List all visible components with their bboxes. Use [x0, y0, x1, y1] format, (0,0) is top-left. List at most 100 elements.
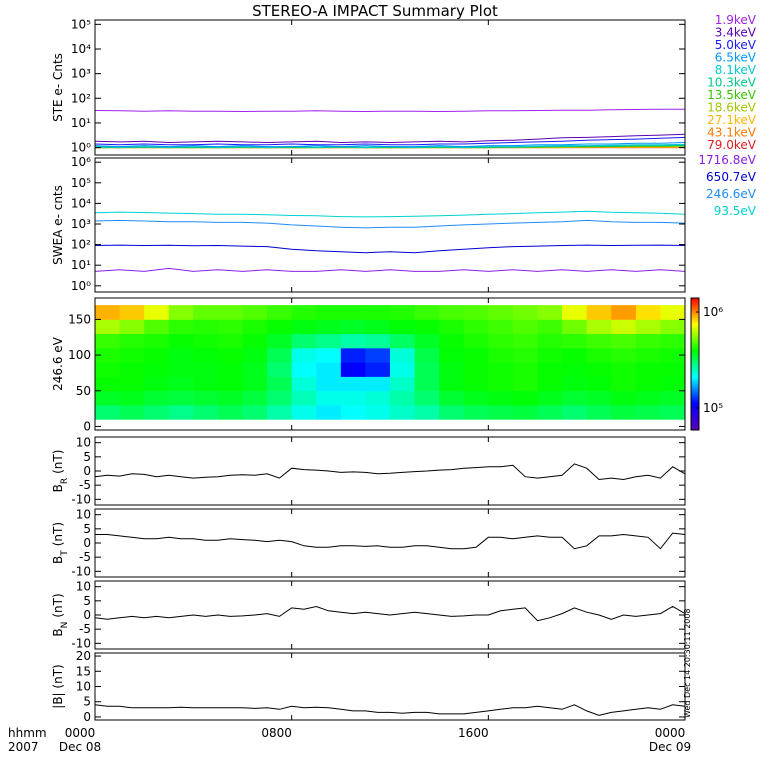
heat-cell — [340, 390, 366, 406]
heat-cell — [316, 390, 342, 406]
heat-cell — [316, 305, 342, 320]
chart-title: STEREO-A IMPACT Summary Plot — [252, 2, 498, 20]
heat-cell — [562, 305, 588, 320]
heat-cell — [144, 333, 170, 349]
heat-cell — [217, 390, 243, 406]
heat-cell — [562, 333, 588, 349]
y-tick-label: 10 — [76, 436, 91, 450]
x-date-label: Dec 09 — [649, 740, 691, 754]
y-tick-label: 10¹ — [71, 116, 91, 130]
heat-cell — [512, 319, 538, 335]
heat-cell — [562, 405, 588, 420]
legend-entry: 79.0keV — [707, 138, 757, 152]
heat-cell — [611, 405, 637, 420]
heat-cell — [635, 333, 661, 349]
heat-cell — [488, 362, 514, 377]
heat-cell — [537, 376, 563, 392]
heat-cell — [439, 390, 465, 406]
heat-cell — [463, 333, 489, 349]
heat-cell — [562, 362, 588, 377]
heat-cell — [242, 333, 268, 349]
legend-entry: 6.5keV — [715, 51, 757, 65]
y-axis-label: BR (nT) — [51, 450, 70, 493]
heat-cell — [168, 319, 194, 335]
data-line — [95, 142, 685, 148]
y-tick-label: -5 — [79, 622, 91, 636]
heat-cell — [217, 362, 243, 377]
timestamp: Wed Dec 14 20:30:11 2008 — [683, 608, 692, 718]
heat-cell — [267, 390, 293, 406]
heat-cell — [660, 362, 685, 377]
colorbar — [690, 297, 700, 431]
heat-cell — [611, 305, 637, 320]
y-tick-label: -10 — [71, 564, 91, 578]
heat-cell — [586, 376, 612, 392]
heat-cell — [119, 376, 145, 392]
legend-entry: 5.0keV — [715, 38, 757, 52]
heat-cell — [414, 405, 440, 420]
heat-cell — [95, 333, 120, 349]
heat-cell — [586, 305, 612, 320]
heat-cell — [660, 305, 685, 320]
heat-cell — [291, 347, 317, 363]
y-tick-label: 10 — [76, 508, 91, 522]
data-line — [95, 267, 685, 272]
heat-cell — [660, 333, 685, 349]
y-tick-label: 10³ — [71, 67, 91, 81]
y-tick-label: 10¹ — [71, 258, 91, 272]
heat-cell — [635, 390, 661, 406]
heat-cell — [95, 319, 120, 335]
heat-cell — [365, 376, 391, 392]
heat-cell — [365, 390, 391, 406]
heat-cell — [390, 319, 415, 335]
y-axis-label-text: |B| (nT) — [51, 664, 65, 708]
heat-cell — [488, 390, 514, 406]
heat-cell — [95, 362, 120, 377]
heat-cell — [267, 333, 293, 349]
heat-cell — [463, 405, 489, 420]
y-axis-label-text: STE e- Cnts — [51, 53, 65, 122]
y-tick-label: 20 — [76, 649, 91, 663]
heat-cell — [660, 376, 685, 392]
heat-cell — [119, 305, 145, 320]
heat-cell — [414, 347, 440, 363]
y-axis-label: |B| (nT) — [51, 664, 65, 708]
data-line — [95, 136, 685, 146]
heat-cell — [193, 362, 219, 377]
heat-cell — [168, 333, 194, 349]
heat-cell — [193, 319, 219, 335]
y-tick-label: 10⁴ — [71, 196, 91, 210]
y-tick-label: -10 — [71, 492, 91, 506]
legend-entry: 43.1keV — [707, 126, 757, 140]
heat-cell — [144, 362, 170, 377]
y-tick-label: -5 — [79, 478, 91, 492]
legend-entry: 3.4keV — [715, 26, 757, 40]
heat-cell — [291, 319, 317, 335]
y-axis-label-unit: (nT) — [51, 522, 65, 546]
heat-cell — [586, 319, 612, 335]
heat-cell — [537, 390, 563, 406]
heat-cell — [119, 333, 145, 349]
y-tick-label: 5 — [83, 522, 91, 536]
heat-cell — [611, 333, 637, 349]
y-axis-label-unit: (nT) — [51, 593, 65, 617]
heat-cell — [439, 333, 465, 349]
x-tick-label: 0800 — [261, 726, 292, 740]
heat-cell — [635, 319, 661, 335]
heat-cell — [488, 376, 514, 392]
heat-cell — [267, 347, 293, 363]
panel-frame — [94, 157, 686, 293]
y-tick-label: 5 — [83, 695, 91, 709]
heat-cell — [291, 333, 317, 349]
heat-cell — [340, 362, 366, 377]
heat-cell — [267, 362, 293, 377]
heat-cell — [611, 390, 637, 406]
heat-cell — [463, 305, 489, 320]
legend-entry: 1716.8eV — [698, 153, 756, 167]
